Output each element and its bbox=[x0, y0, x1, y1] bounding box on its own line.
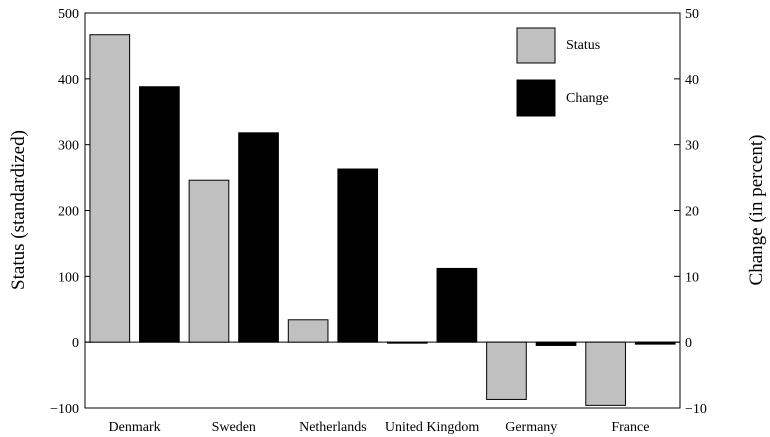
x-tick-label: United Kingdom bbox=[385, 420, 480, 435]
bar-status-netherlands bbox=[287, 319, 329, 343]
y-tick-label-right: 20 bbox=[685, 205, 699, 220]
x-tick-label: Germany bbox=[505, 420, 557, 435]
legend-swatch-change bbox=[516, 79, 556, 117]
legend-label-change: Change bbox=[566, 91, 609, 106]
bars bbox=[89, 34, 676, 406]
y-tick-label-right: 50 bbox=[685, 7, 699, 22]
bar-change-germany bbox=[535, 341, 577, 346]
right-axis: −10 0 10 20 30 40 50 bbox=[674, 7, 707, 417]
y-tick-label-right: 0 bbox=[685, 336, 692, 351]
x-tick-label: Sweden bbox=[212, 420, 256, 435]
bar-change-france bbox=[634, 341, 676, 345]
y-tick-label-right: 40 bbox=[685, 73, 699, 88]
legend-swatch-status bbox=[516, 27, 556, 64]
bar-status-denmark bbox=[89, 34, 131, 343]
y-tick-label-right: 30 bbox=[685, 139, 699, 154]
y-tick-label-left: 100 bbox=[58, 270, 79, 285]
bar-status-france bbox=[585, 341, 626, 406]
bar-change-denmark bbox=[139, 86, 180, 343]
x-tick-label: France bbox=[611, 420, 649, 435]
y-tick-label-left: 400 bbox=[58, 73, 79, 88]
y-tick-label-right: −10 bbox=[685, 402, 707, 417]
y-axis-title-right: Change (in percent) bbox=[746, 135, 767, 286]
x-tick-label: Netherlands bbox=[299, 420, 367, 435]
legend: Status Change bbox=[516, 27, 609, 117]
y-tick-label-left: 500 bbox=[58, 7, 79, 22]
legend-label-status: Status bbox=[566, 38, 600, 53]
bar-change-united-kingdom bbox=[436, 267, 478, 343]
category-labels: Denmark Sweden Netherlands United Kingdom Ge… bbox=[109, 420, 650, 435]
bar-change-netherlands bbox=[337, 168, 379, 343]
y-tick-label-left: 200 bbox=[58, 205, 79, 220]
y-tick-label-right: 10 bbox=[685, 270, 699, 285]
y-tick-label-left: −100 bbox=[50, 402, 79, 417]
y-axis-title-left: Status (standardized) bbox=[8, 130, 29, 290]
bar-status-sweden bbox=[188, 179, 230, 343]
y-tick-label-left: 0 bbox=[72, 336, 79, 351]
bar-status-germany bbox=[486, 341, 527, 400]
bar-status-united-kingdom bbox=[386, 341, 428, 344]
y-tick-label-left: 300 bbox=[58, 139, 79, 154]
bar-change-sweden bbox=[238, 132, 279, 343]
x-tick-label: Denmark bbox=[109, 420, 161, 435]
